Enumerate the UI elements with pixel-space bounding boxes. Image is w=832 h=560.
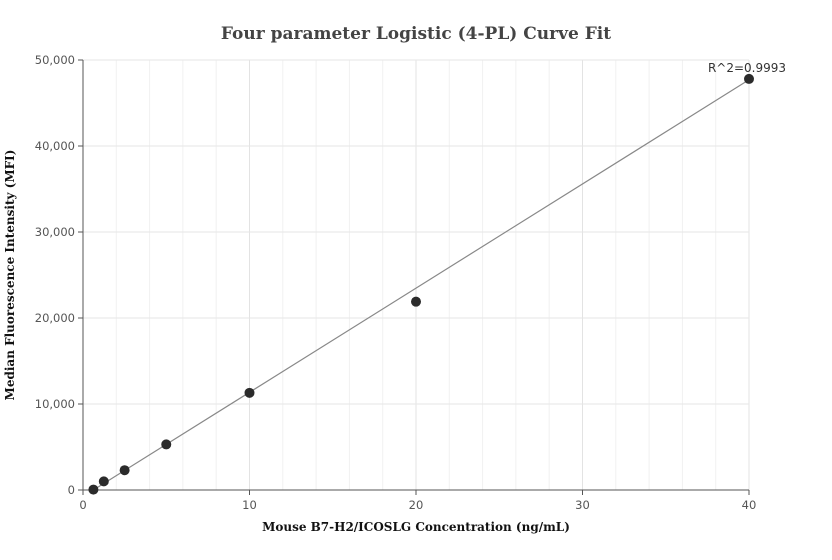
x-tick-label: 40 <box>742 498 757 512</box>
x-axis-ticks: 0 10 20 30 40 <box>79 490 756 512</box>
x-tick-label: 0 <box>79 498 86 512</box>
x-tick-label: 20 <box>409 498 424 512</box>
y-tick-label: 50,000 <box>35 53 75 67</box>
chart-title: Four parameter Logistic (4-PL) Curve Fit <box>221 24 611 44</box>
y-axis-ticks: 0 10,000 20,000 30,000 40,000 50,000 <box>35 53 83 497</box>
y-axis-label: Median Fluorescence Intensity (MFI) <box>3 150 17 401</box>
y-tick-label: 10,000 <box>35 397 75 411</box>
fit-line <box>93 79 750 491</box>
y-tick-label: 0 <box>68 483 75 497</box>
x-tick-label: 10 <box>242 498 257 512</box>
y-tick-label: 20,000 <box>35 311 75 325</box>
r-squared-annotation: R^2=0.9993 <box>708 61 786 75</box>
data-point <box>88 484 99 495</box>
y-tick-label: 40,000 <box>35 139 75 153</box>
data-point <box>119 465 130 476</box>
data-point <box>98 476 109 487</box>
data-point <box>244 387 255 398</box>
fit-curve <box>93 79 750 491</box>
data-point <box>744 73 754 84</box>
x-tick-label: 30 <box>575 498 590 512</box>
data-point <box>161 439 172 450</box>
y-tick-label: 30,000 <box>35 225 75 239</box>
x-axis-label: Mouse B7-H2/ICOSLG Concentration (ng/mL) <box>262 520 570 534</box>
grid-lines <box>82 59 750 491</box>
data-point <box>411 296 421 307</box>
data-points <box>88 73 754 495</box>
